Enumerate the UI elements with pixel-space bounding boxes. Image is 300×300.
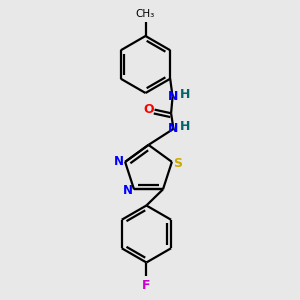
Text: S: S bbox=[173, 157, 182, 170]
Text: CH₃: CH₃ bbox=[136, 9, 155, 19]
Text: N: N bbox=[113, 155, 124, 168]
Text: F: F bbox=[142, 279, 151, 292]
Text: N: N bbox=[167, 90, 178, 103]
Text: H: H bbox=[180, 88, 190, 101]
Text: N: N bbox=[122, 184, 132, 196]
Text: H: H bbox=[180, 120, 191, 133]
Text: N: N bbox=[168, 122, 179, 135]
Text: O: O bbox=[144, 103, 154, 116]
